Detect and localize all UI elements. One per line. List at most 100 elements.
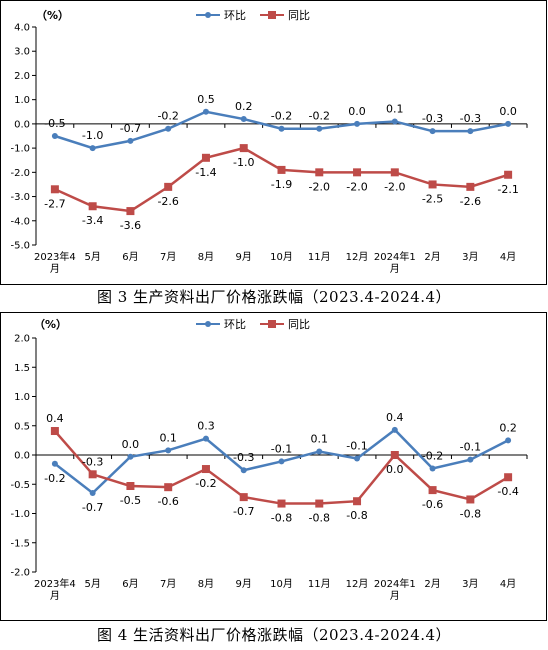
data-label: -1.9 [271, 178, 292, 191]
data-label: 0.0 [499, 105, 517, 118]
data-point-mom [165, 447, 172, 454]
legend-swatch-yoy [260, 319, 284, 329]
x-tick-label: 4月 [500, 578, 516, 590]
data-point-yoy [126, 482, 135, 491]
data-point-yoy [164, 483, 173, 492]
unit-label: （%） [34, 318, 68, 331]
data-point-mom [467, 456, 474, 463]
x-tick-label: 3月 [462, 251, 478, 263]
chart-svg: 4.0 3.0 2.0 1.0 0.0 -1.0 -2.0 -3.0 -4.0 -5.0 2023年… [0, 0, 547, 285]
data-point-yoy [315, 499, 324, 508]
x-tick-label: 3月 [462, 578, 478, 590]
data-point-yoy [50, 185, 59, 194]
data-point-mom [505, 437, 512, 444]
data-point-yoy [504, 170, 513, 179]
data-point-yoy [164, 182, 173, 191]
legend-label-yoy: 同比 [288, 9, 310, 22]
legend-swatch-yoy [260, 10, 284, 20]
data-point-mom [505, 120, 512, 127]
data-point-mom [278, 125, 285, 132]
y-tick-label: 2.0 [14, 334, 30, 345]
data-label: -0.3 [422, 112, 443, 125]
y-tick-label: 0.0 [14, 119, 30, 130]
x-tick-label: 9月 [236, 578, 252, 590]
data-point-yoy [50, 427, 59, 436]
data-point-yoy [390, 451, 399, 459]
data-point-yoy [466, 182, 475, 191]
data-label: 0.1 [386, 102, 404, 115]
data-point-yoy [201, 465, 210, 474]
y-tick-label: -2.0 [10, 168, 30, 179]
y-tick-label: -5.0 [10, 241, 30, 252]
data-point-yoy [504, 473, 513, 482]
figure-caption: 图 3 生产资料出厂价格涨跌幅（2023.4-2024.4） [96, 288, 452, 306]
x-tick-label: 12月 [346, 251, 369, 263]
data-label: 0.1 [159, 431, 177, 444]
x-tick-label: 2023年4 月 [34, 250, 76, 275]
data-point-mom [240, 116, 247, 123]
data-label: -0.8 [460, 507, 481, 520]
data-point-mom [429, 465, 436, 472]
y-tick-label: 3.0 [14, 47, 30, 58]
data-label: -0.7 [233, 505, 254, 518]
data-label: 0.3 [197, 420, 215, 433]
legend-label-yoy: 同比 [288, 318, 310, 331]
legend-item-yoy: 同比 [260, 316, 310, 332]
data-label: -0.5 [44, 117, 65, 130]
data-point-mom [89, 145, 96, 152]
data-point-yoy [353, 497, 362, 506]
data-label: 0.2 [499, 421, 517, 434]
data-label: -0.2 [422, 449, 443, 462]
x-tick-label: 10月 [270, 578, 293, 590]
data-label: -0.1 [271, 442, 292, 455]
x-tick-label: 12月 [346, 578, 369, 590]
data-label: -1.0 [233, 156, 254, 169]
data-point-mom [429, 128, 436, 135]
unit-label: （%） [36, 9, 70, 22]
data-label: -0.4 [497, 485, 518, 498]
data-label: -0.8 [271, 512, 292, 525]
data-label: -3.4 [82, 214, 103, 227]
y-tick-label: -2.0 [10, 568, 30, 579]
y-tick-label: 1.0 [14, 95, 30, 106]
data-point-mom [51, 133, 58, 139]
x-tick-label: 8月 [198, 251, 214, 263]
x-tick-label: 2024年1 月 [374, 250, 416, 275]
chart-producer-goods: 4.0 3.0 2.0 1.0 0.0 -1.0 -2.0 -3.0 -4.0 -5.0 2023年… [0, 0, 548, 312]
x-tick-label: 2023年4 月 [34, 577, 76, 602]
data-label: -0.3 [460, 112, 481, 125]
y-tick-label: -3.0 [10, 192, 30, 203]
data-point-mom [316, 448, 323, 455]
data-label: -1.0 [82, 129, 103, 142]
data-label: -0.8 [309, 512, 330, 525]
data-point-mom [316, 125, 323, 132]
data-label: -0.2 [195, 477, 216, 490]
data-point-mom [127, 453, 134, 460]
x-tick-label: 2月 [424, 251, 440, 263]
x-tick-label: 5月 [84, 251, 100, 263]
data-label: -2.5 [422, 192, 443, 205]
data-label: -0.7 [120, 122, 141, 135]
data-label: -2.0 [309, 180, 330, 193]
y-tick-label: -1.0 [10, 144, 30, 155]
y-tick-label: 4.0 [14, 23, 30, 34]
data-label: 0.0 [348, 105, 366, 118]
data-label: -2.6 [460, 195, 481, 208]
x-tick-label: 7月 [160, 251, 176, 263]
data-label: 0.0 [386, 463, 404, 476]
legend-item-yoy: 同比 [260, 7, 310, 23]
chart-frame [0, 0, 547, 285]
data-label: -0.6 [157, 495, 178, 508]
data-label: 0.5 [197, 93, 215, 106]
data-label: -2.7 [44, 197, 65, 210]
y-tick-label: 1.5 [14, 363, 30, 374]
data-label: -3.6 [120, 219, 141, 232]
data-point-yoy [126, 207, 135, 216]
chart-frame [0, 312, 547, 621]
chart-consumer-goods: 2.0 1.5 1.0 0.5 0.0 -0.5 -1.0 -1.5 -2.0 2023年4 月 5月… [0, 312, 548, 650]
x-tick-label: 11月 [308, 578, 331, 590]
data-point-mom [354, 120, 361, 127]
y-tick-label: -0.5 [10, 480, 30, 491]
legend: 环比 同比 [196, 7, 324, 23]
data-label: -2.6 [157, 195, 178, 208]
